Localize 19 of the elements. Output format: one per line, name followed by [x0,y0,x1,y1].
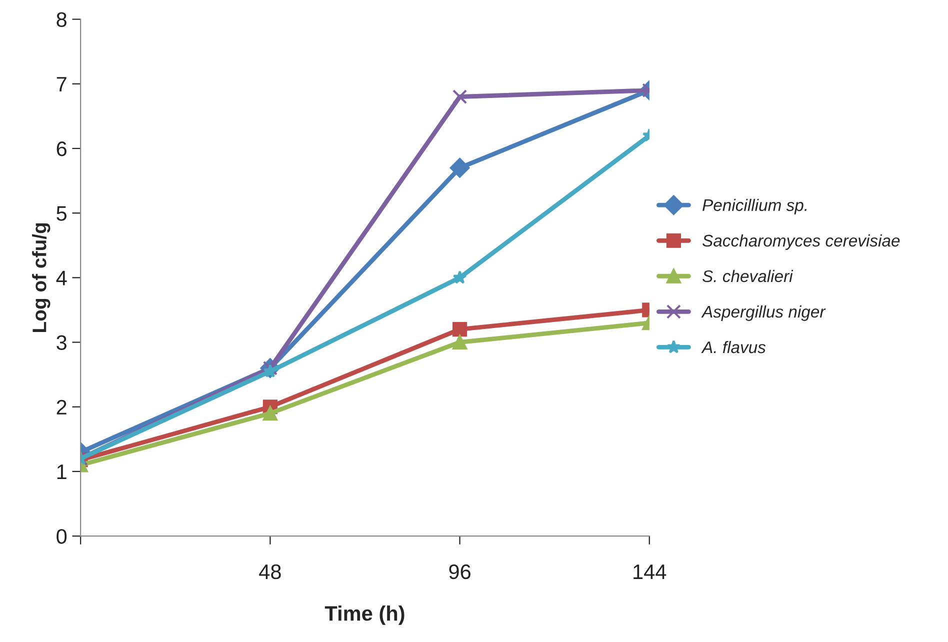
y-tick-label: 6 [56,141,66,156]
y-tick-label: 5 [56,206,67,221]
y-tick-label: 0 [56,529,67,544]
x-tick-label: 144 [634,564,666,579]
y-tick-label: 3 [56,335,66,350]
y-tick-label: 7 [56,77,66,92]
legend-label: S. chevalieri [702,270,794,282]
y-tick-label: 2 [56,400,66,414]
legend-label: A. flavus [701,340,766,354]
legend-label: Penicillium sp. [702,198,806,214]
y-tick-label: 8 [56,12,66,28]
legend-label: Aspergillus niger [701,305,826,321]
x-tick-label: 96 [449,564,470,580]
x-tick-label: 48 [259,564,281,580]
legend-label: Saccharomyces cerevisiae [702,234,900,250]
x-axis-title: Time (h) [324,605,404,625]
y-axis-title: Log of cfu/g [32,223,50,332]
y-tick-label: 1 [57,464,66,480]
y-tick-label: 4 [56,270,67,286]
